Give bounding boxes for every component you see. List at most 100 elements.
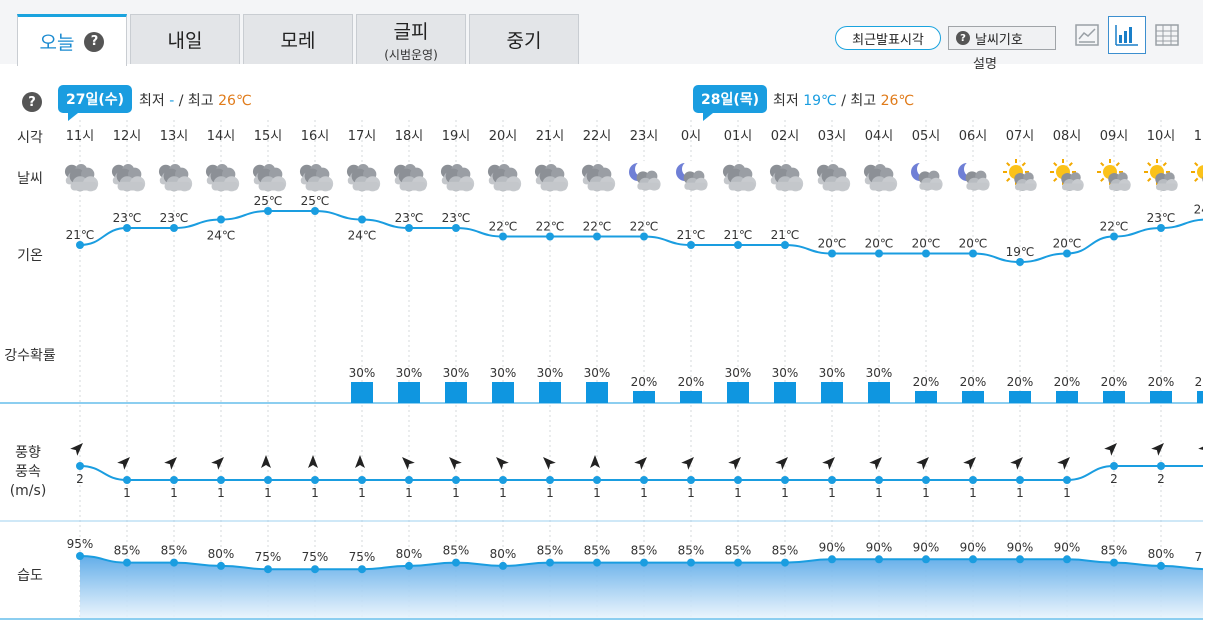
wind-speed-label: 1 bbox=[922, 486, 930, 500]
humidity-label: 85% bbox=[1101, 544, 1128, 558]
precipitation-bar bbox=[868, 382, 890, 403]
wind-speed-label: 1 bbox=[640, 486, 648, 500]
precipitation-label: 20% bbox=[631, 375, 658, 389]
cloud-shape bbox=[918, 170, 943, 191]
cloud-shape bbox=[445, 167, 475, 192]
wind-direction-icon bbox=[402, 457, 415, 470]
humidity-point bbox=[405, 561, 413, 570]
row-label-wind: 풍향 풍속 (m/s) bbox=[8, 444, 48, 501]
cloudy-icon bbox=[440, 163, 475, 192]
wind-direction-icon bbox=[1104, 443, 1117, 456]
temperature-label: 21℃ bbox=[66, 228, 95, 242]
cloud-base bbox=[869, 181, 897, 191]
temperature-point bbox=[123, 224, 131, 232]
sun-ray bbox=[1006, 162, 1011, 167]
humidity-point bbox=[170, 558, 178, 567]
latest-release-time-button[interactable]: 최근발표시각 bbox=[835, 26, 941, 50]
help-icon[interactable]: ? bbox=[84, 31, 105, 52]
cloud-shape bbox=[351, 167, 381, 192]
time-label: 14시 bbox=[207, 129, 236, 144]
humidity-point bbox=[922, 555, 930, 564]
forecast-tab-bar: 오늘 ? 내일 모레 글피 (시범운영) 중기 최근발표시각 ? 날씨기호 설명 bbox=[0, 0, 1203, 72]
temperature-label: 21℃ bbox=[677, 228, 706, 242]
wind-speed-label: 2 bbox=[1204, 472, 1212, 486]
cloud-base bbox=[684, 182, 707, 190]
latest-release-label: 최근발표시각 bbox=[852, 32, 924, 48]
legend-help-icon: ? bbox=[956, 31, 970, 45]
chart-help-icon[interactable]: ? bbox=[22, 92, 42, 112]
precipitation-bar bbox=[962, 391, 984, 403]
humidity-point bbox=[969, 555, 977, 564]
humidity-label: 90% bbox=[866, 540, 893, 554]
humidity-point bbox=[264, 565, 272, 574]
cloud-shape bbox=[727, 167, 757, 192]
wind-speed-label: 2 bbox=[1110, 472, 1118, 486]
humidity-point bbox=[593, 558, 601, 567]
humidity-point bbox=[781, 558, 789, 567]
cloud-base bbox=[352, 181, 380, 191]
wind-arrow bbox=[117, 457, 130, 470]
wind-arrow bbox=[728, 457, 741, 470]
cloud-base bbox=[822, 181, 850, 191]
tab-tomorrow[interactable]: 내일 bbox=[130, 14, 240, 64]
partly-cloudy-day-icon bbox=[1191, 162, 1203, 182]
precipitation-bar bbox=[727, 382, 749, 403]
wind-direction-icon bbox=[822, 457, 835, 470]
humidity-point bbox=[499, 561, 507, 570]
cloud-shape bbox=[1014, 172, 1037, 191]
humidity-label: 80% bbox=[490, 547, 517, 561]
time-label: 04시 bbox=[865, 129, 894, 144]
precipitation-bar bbox=[1150, 391, 1172, 403]
cloudy-icon bbox=[769, 163, 804, 192]
time-label: 10시 bbox=[1147, 129, 1176, 144]
partly-cloudy-day-icon bbox=[1097, 159, 1131, 191]
sun-ray bbox=[1006, 177, 1011, 182]
time-label: 16시 bbox=[301, 129, 330, 144]
table-view-icon[interactable] bbox=[1148, 16, 1186, 54]
temperature-point bbox=[1157, 224, 1165, 232]
cloud-base bbox=[775, 181, 803, 191]
precipitation-bar bbox=[586, 382, 608, 403]
cloud-shape bbox=[116, 167, 146, 192]
time-label: 07시 bbox=[1006, 129, 1035, 144]
temperature-point bbox=[593, 232, 601, 241]
partly-cloudy-night-icon bbox=[911, 161, 943, 191]
precipitation-bar bbox=[1197, 391, 1203, 403]
day1-min-value: - bbox=[169, 93, 175, 109]
temperature-label: 22℃ bbox=[489, 220, 518, 234]
tab-mid-term[interactable]: 중기 bbox=[469, 14, 579, 64]
time-label: 06시 bbox=[959, 129, 988, 144]
partly-cloudy-night-icon bbox=[958, 161, 990, 191]
tab-three-days-later[interactable]: 글피 (시범운영) bbox=[356, 14, 466, 64]
temperature-point bbox=[358, 215, 366, 224]
time-label: 22시 bbox=[583, 129, 612, 144]
time-label: 21시 bbox=[536, 129, 565, 144]
wind-speed-label: 1 bbox=[358, 486, 366, 500]
humidity-label: 85% bbox=[678, 544, 705, 558]
tab-day-after-tomorrow[interactable]: 모레 bbox=[243, 14, 353, 64]
temperature-label: 22℃ bbox=[536, 220, 565, 234]
time-label: 12시 bbox=[113, 129, 142, 144]
partly-cloudy-day-icon bbox=[1003, 159, 1037, 191]
temperature-label: 25℃ bbox=[301, 194, 330, 208]
cloud-base bbox=[305, 181, 333, 191]
weather-legend-button[interactable]: ? 날씨기호 bbox=[948, 26, 1056, 50]
humidity-label: 80% bbox=[208, 547, 235, 561]
cloud-shape bbox=[257, 167, 287, 192]
wind-direction-icon bbox=[1198, 443, 1203, 456]
bar-chart-view-icon[interactable] bbox=[1108, 16, 1146, 54]
day1-min-label: 최저 bbox=[139, 93, 165, 109]
temperature-point bbox=[687, 241, 695, 249]
line-chart-view-icon[interactable] bbox=[1068, 16, 1106, 54]
tab-today[interactable]: 오늘 ? bbox=[17, 14, 127, 66]
wind-speed-label: 1 bbox=[311, 486, 319, 500]
temperature-label: 23℃ bbox=[395, 211, 424, 225]
precipitation-bar bbox=[774, 382, 796, 403]
cloudy-icon bbox=[863, 163, 898, 192]
time-label: 13시 bbox=[160, 129, 189, 144]
day2-max-label: 최고 bbox=[850, 93, 877, 109]
precipitation-bar bbox=[1056, 391, 1078, 403]
temperature-point bbox=[640, 232, 648, 241]
wind-direction-icon bbox=[775, 457, 788, 470]
